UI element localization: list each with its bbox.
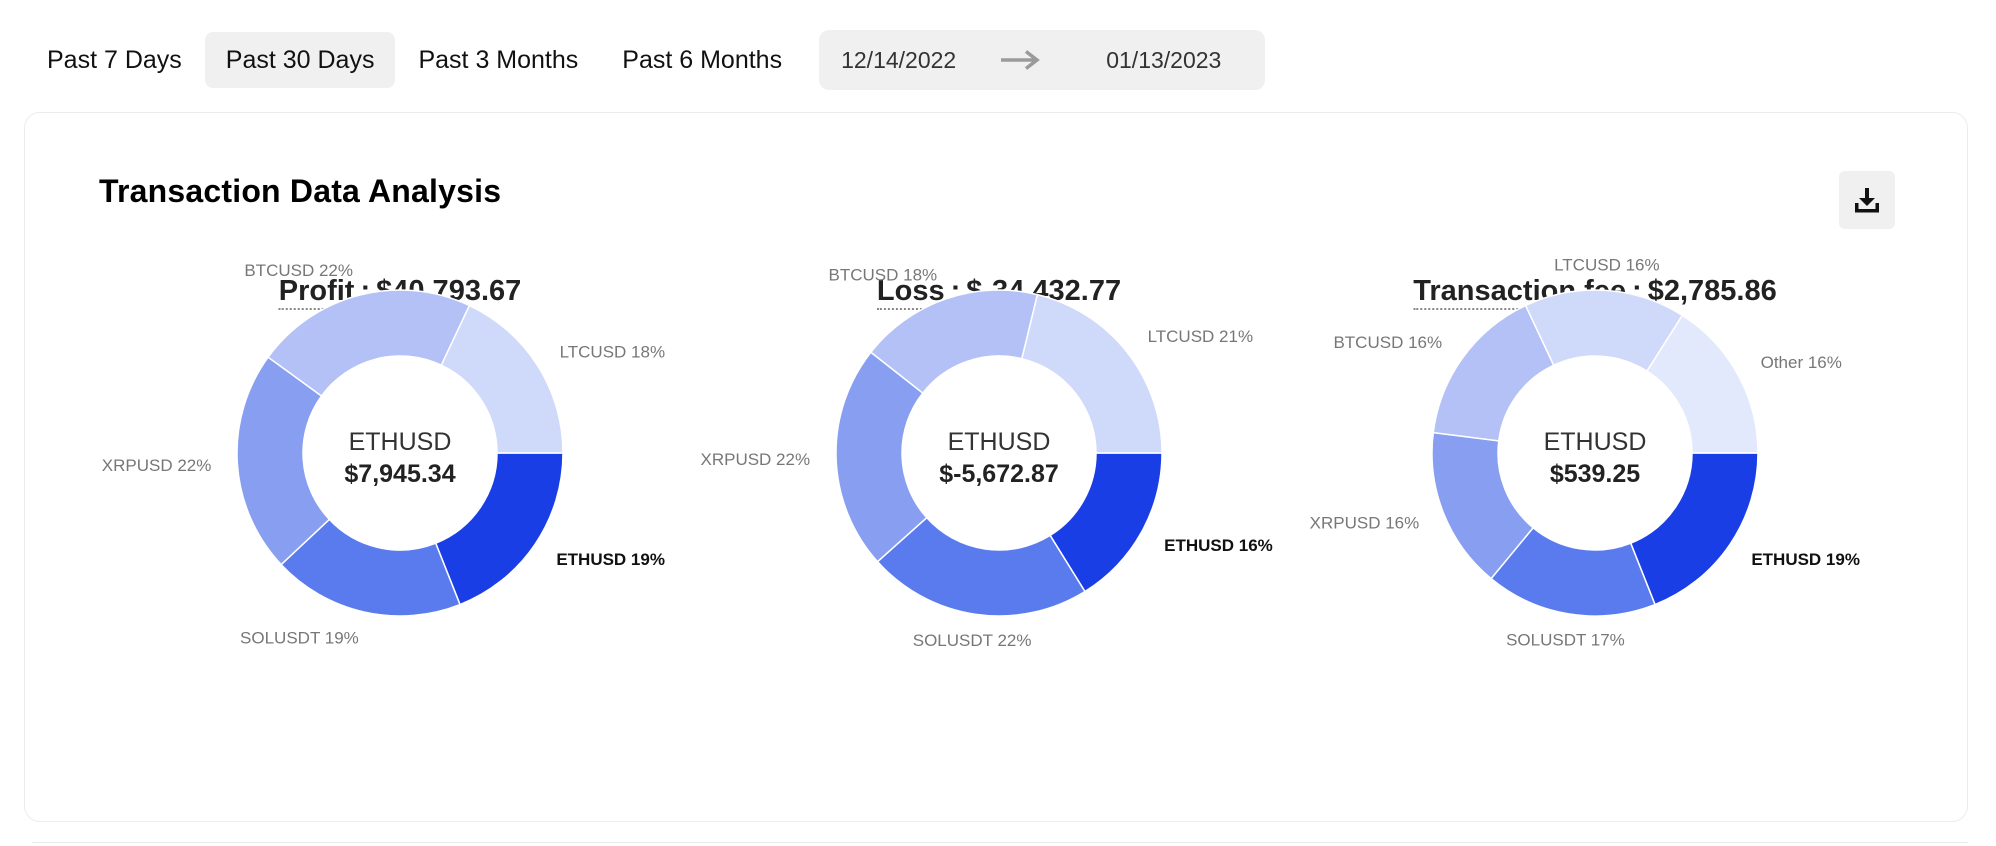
tab-past-3-months[interactable]: Past 3 Months bbox=[418, 45, 579, 74]
slice-label: SOLUSDT 17% bbox=[1506, 631, 1625, 650]
profit-donut-chart: ETHUSD 19% SOLUSDT 19% XRPUSD 22% BTCUSD 22… bbox=[102, 261, 665, 648]
slice-label: SOLUSDT 19% bbox=[240, 628, 359, 647]
download-icon bbox=[1855, 188, 1879, 213]
headline-separator: : bbox=[360, 275, 371, 307]
center-label: ETHUSD bbox=[349, 428, 452, 456]
time-range-tabs: Past 7 Days Past 30 Days Past 3 Months P… bbox=[26, 30, 1266, 90]
divider bbox=[32, 842, 1968, 843]
date-range-picker[interactable]: 12/14/2022 01/13/2023 bbox=[819, 30, 1266, 90]
slice-label: ETHUSD 19% bbox=[556, 550, 665, 569]
headline-separator: : bbox=[950, 275, 961, 307]
tab-past-30-days[interactable]: Past 30 Days bbox=[204, 32, 396, 88]
transaction-analysis-card: Transaction Data Analysis Profit: $40,793… bbox=[24, 112, 1968, 822]
transaction-fee-donut-chart: ETHUSD 19% SOLUSDT 17% XRPUSD 16% BTCUSD 16… bbox=[1310, 255, 1860, 649]
slice-label: ETHUSD 16% bbox=[1164, 536, 1273, 555]
slice-label: Other 16% bbox=[1761, 353, 1842, 372]
center-value: $-5,672.87 bbox=[939, 460, 1059, 488]
center-label: ETHUSD bbox=[1544, 428, 1647, 456]
center-value: $7,945.34 bbox=[344, 460, 455, 488]
loss-label[interactable]: Loss bbox=[876, 275, 945, 310]
slice-btcusd[interactable] bbox=[267, 289, 471, 398]
center-label: ETHUSD bbox=[948, 428, 1051, 456]
center-value: $539.25 bbox=[1550, 460, 1640, 488]
slice-label: BTCUSD 22% bbox=[244, 261, 353, 280]
start-date[interactable]: 12/14/2022 bbox=[841, 46, 957, 73]
slice-solusdt[interactable] bbox=[876, 516, 1086, 617]
slice-ltcusd[interactable] bbox=[1020, 293, 1163, 454]
slice-ltcusd[interactable] bbox=[440, 304, 564, 454]
slice-label: BTCUSD 18% bbox=[829, 265, 938, 284]
slice-label: SOLUSDT 22% bbox=[913, 631, 1032, 650]
tab-past-7-days[interactable]: Past 7 Days bbox=[47, 45, 182, 74]
slice-label: XRPUSD 22% bbox=[700, 450, 810, 469]
arrow-right-icon bbox=[1001, 50, 1041, 70]
loss-donut-chart: ETHUSD 16% SOLUSDT 22% XRPUSD 22% BTCUSD 18… bbox=[700, 265, 1272, 650]
slice-xrpusd[interactable] bbox=[835, 351, 928, 563]
slice-label: XRPUSD 22% bbox=[102, 456, 212, 475]
slice-label: LTCUSD 16% bbox=[1554, 255, 1660, 274]
slice-other[interactable] bbox=[1645, 314, 1759, 454]
headline-separator: : bbox=[1632, 275, 1642, 307]
download-button[interactable] bbox=[1839, 171, 1895, 229]
end-date[interactable]: 01/13/2023 bbox=[1106, 46, 1222, 73]
transaction-fee-value: $2,785.86 bbox=[1647, 275, 1777, 307]
card-title: Transaction Data Analysis bbox=[99, 173, 502, 209]
donut-charts: ETHUSD 19% SOLUSDT 19% XRPUSD 22% BTCUSD 22… bbox=[102, 255, 1860, 650]
slice-label: ETHUSD 19% bbox=[1751, 550, 1860, 569]
slice-label: LTCUSD 21% bbox=[1148, 327, 1254, 346]
slice-label: LTCUSD 18% bbox=[560, 343, 666, 362]
slice-label: BTCUSD 16% bbox=[1333, 333, 1442, 352]
slice-ethusd[interactable] bbox=[1629, 452, 1759, 606]
slice-xrpusd[interactable] bbox=[236, 356, 331, 566]
slice-label: XRPUSD 16% bbox=[1310, 514, 1420, 533]
tab-past-6-months[interactable]: Past 6 Months bbox=[622, 45, 783, 74]
